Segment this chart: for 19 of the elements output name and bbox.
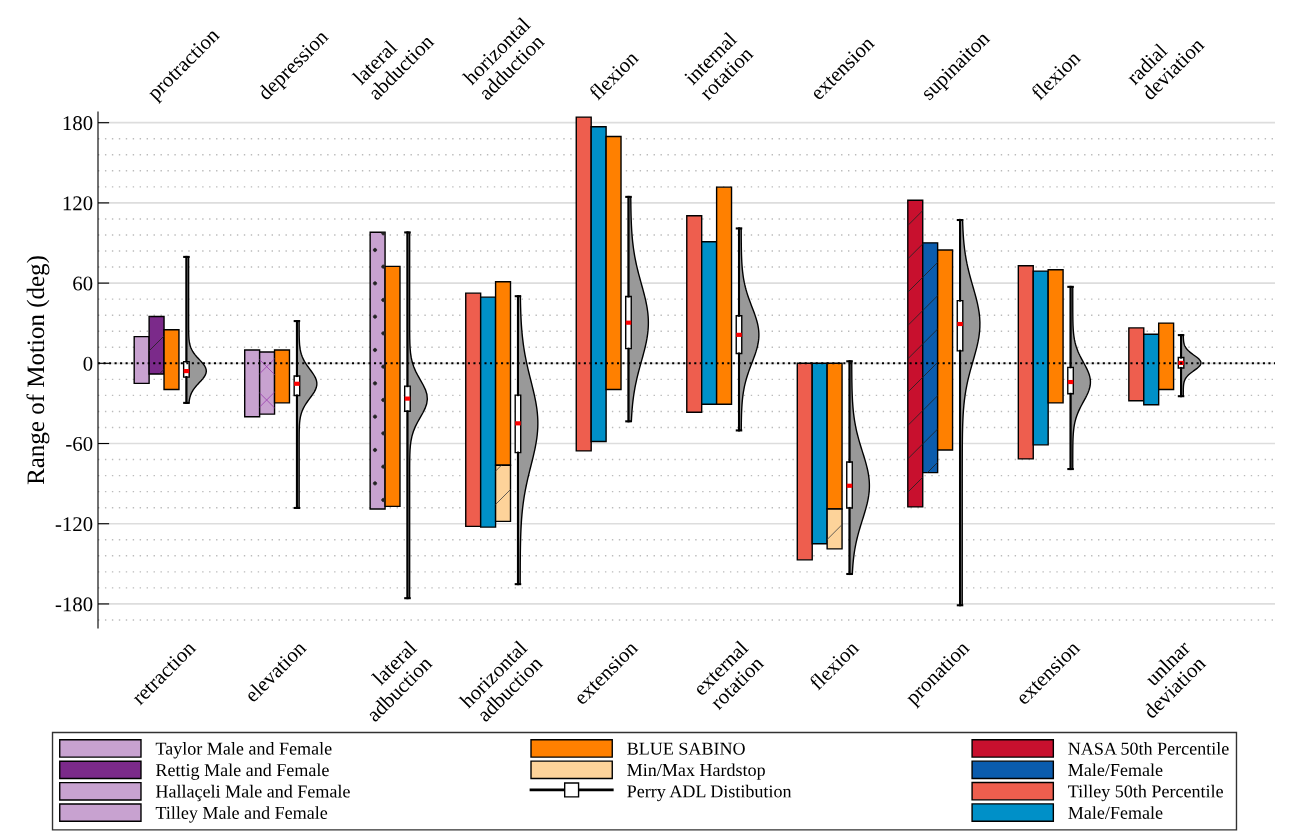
y-tick-label: 60 — [73, 276, 93, 291]
y-tick-label: 180 — [63, 116, 93, 131]
legend-label: Hallaçeli Male and Female — [155, 784, 350, 802]
legend-label: Perry ADL Distibution — [627, 784, 792, 802]
y-tick-label: 0 — [83, 356, 93, 371]
y-tick-label: -60 — [66, 436, 93, 451]
legend-label: Male/Female — [1068, 806, 1163, 819]
y-tick-label: -120 — [55, 517, 93, 532]
legend-label: Taylor Male and Female — [155, 742, 332, 759]
legend-label: NASA 50th Percentile — [1068, 742, 1229, 755]
legend-label: Min/Max Hardstop — [627, 763, 765, 780]
legend-label: Tilley 50th Percentile — [1068, 784, 1223, 802]
y-axis-title: Range of Motion (deg) — [26, 256, 50, 485]
legend-label: BLUE SABINO — [627, 742, 745, 755]
legend-label: Tilley Male and Female — [155, 806, 328, 823]
y-tick-label: -180 — [55, 597, 93, 612]
y-tick-label: 120 — [63, 196, 93, 211]
legend-label: Rettig Male and Female — [155, 763, 329, 780]
legend-label: Male/Female — [1068, 763, 1163, 777]
